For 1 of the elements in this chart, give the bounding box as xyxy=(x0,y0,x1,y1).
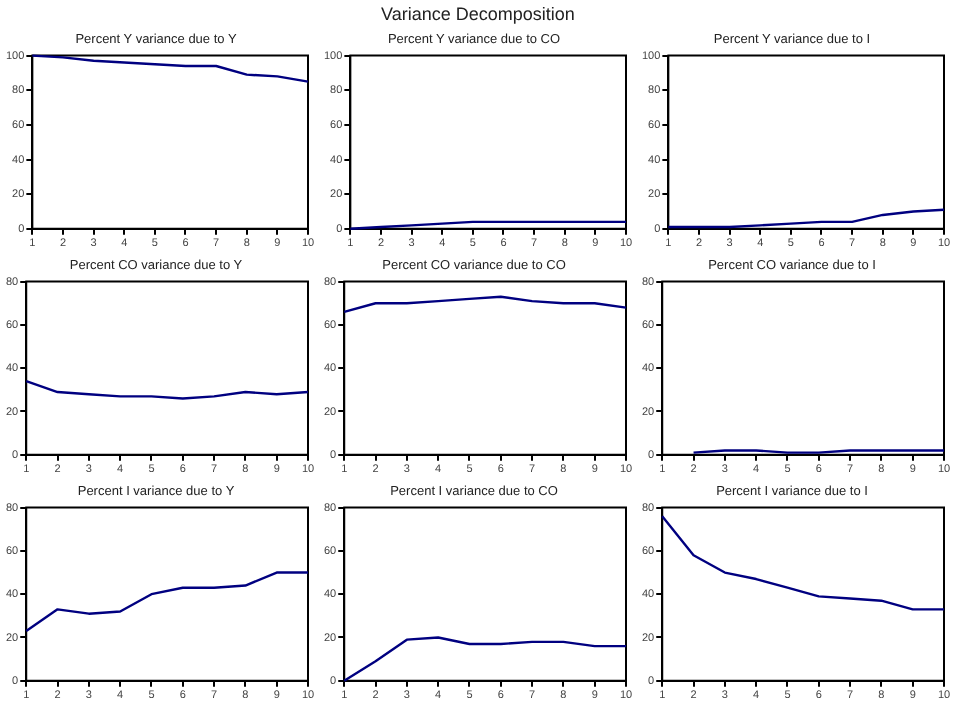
text: Variance Decomposition xyxy=(379,4,577,24)
